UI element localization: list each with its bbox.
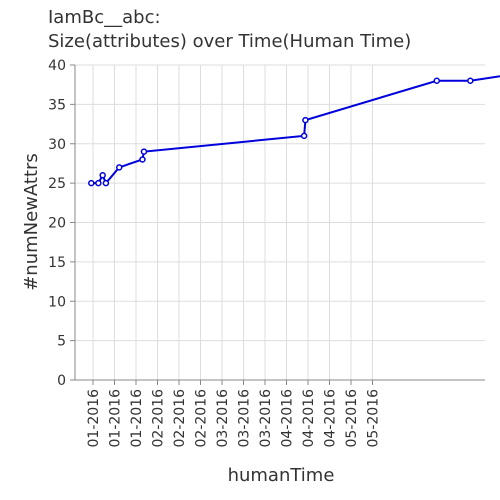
x-tick-label: 03-2016 [237, 389, 253, 448]
data-point [433, 77, 441, 84]
data-point [95, 179, 102, 187]
y-tick-label: 5 [57, 334, 66, 350]
data-point [115, 164, 123, 171]
y-tick-label: 25 [48, 176, 66, 192]
data-point [102, 179, 110, 187]
y-tick-label: 40 [48, 58, 66, 74]
x-tick-label: 02-2016 [151, 389, 167, 448]
axes [70, 64, 485, 385]
grid [75, 64, 485, 381]
data-point [300, 132, 308, 140]
x-tick-label: 02-2016 [172, 389, 188, 448]
x-axis-title: humanTime [228, 465, 335, 486]
x-tick-label: 01-2016 [129, 389, 145, 448]
y-tick-label: 0 [57, 373, 66, 389]
series-layer [88, 75, 500, 187]
chart-title: IamBc__abc: Size(attributes) over Time(H… [48, 6, 411, 54]
y-tick-label: 10 [48, 294, 66, 310]
tick-labels: 0 5 10 15 20 25 30 35 40 01-2016 01-2016 01-2016 02-… [48, 58, 381, 448]
chart-title-line-1: IamBc__abc: [48, 7, 161, 28]
data-point [88, 179, 95, 187]
x-tick-label: 01-2016 [86, 389, 102, 448]
x-tick-label: 04-2016 [301, 389, 317, 448]
x-tick-label: 05-2016 [366, 389, 382, 448]
data-point [467, 77, 474, 84]
x-tick-label: 04-2016 [323, 389, 339, 448]
x-tick-label: 03-2016 [215, 389, 231, 448]
x-tick-label: 05-2016 [344, 389, 360, 448]
x-tick-label: 04-2016 [280, 389, 296, 448]
data-point [140, 148, 148, 155]
chart-title-line-2: Size(attributes) over Time(Human Time) [48, 31, 412, 52]
x-tick-label: 02-2016 [194, 389, 210, 448]
y-tick-label: 15 [48, 255, 66, 271]
data-point [302, 116, 309, 124]
series-line [91, 75, 500, 186]
data-point [139, 156, 146, 163]
y-tick-label: 35 [48, 97, 66, 113]
x-tick-label: 03-2016 [258, 389, 274, 448]
x-tick-label: 01-2016 [108, 389, 124, 448]
y-tick-label: 30 [48, 137, 66, 153]
y-tick-label: 20 [48, 216, 66, 232]
data-point [99, 172, 106, 179]
y-axis-title: #numNewAttrs [21, 153, 42, 291]
